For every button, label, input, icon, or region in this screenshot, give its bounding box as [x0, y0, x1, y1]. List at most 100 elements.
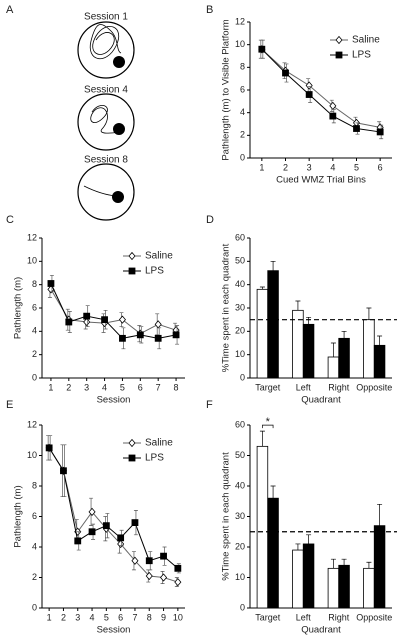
swim-path [83, 185, 117, 197]
y-tick-label: 4 [32, 326, 37, 336]
y-tick-label: 10 [27, 256, 37, 266]
y-tick-label: 60 [235, 419, 245, 429]
y-tick-label: 20 [235, 326, 245, 336]
y-tick-label: 0 [240, 602, 245, 612]
marker [45, 444, 53, 452]
y-tick-label: 30 [235, 511, 245, 521]
error-bar [270, 260, 276, 271]
bar [338, 337, 350, 379]
legend-marker [335, 35, 343, 45]
error-bar [366, 307, 372, 320]
x-tick-label: Right [328, 382, 350, 392]
x-axis-label: Quadrant [301, 395, 341, 406]
marker [136, 331, 144, 339]
panel-label: F [206, 399, 213, 411]
x-axis-label: Session [97, 395, 131, 406]
legend-label: Saline [352, 35, 380, 46]
panel-label: D [206, 214, 214, 226]
x-tick-label: 5 [354, 162, 359, 172]
error-bar [295, 300, 301, 311]
x-tick-label: 2 [66, 382, 71, 392]
error-bar [377, 335, 383, 346]
marker [65, 318, 73, 326]
marker [353, 125, 360, 132]
x-tick-label: Left [296, 612, 312, 622]
significance-bracket [262, 424, 274, 429]
marker [88, 528, 96, 536]
x-axis-label: Session [97, 625, 131, 636]
bar [363, 567, 375, 609]
y-tick-label: 6 [32, 511, 37, 521]
x-tick-label: 3 [75, 612, 80, 622]
pool [77, 163, 135, 221]
legend-label: Saline [145, 438, 173, 449]
platform [112, 191, 124, 203]
bar [267, 497, 279, 609]
y-tick-label: 0 [240, 152, 245, 162]
marker [88, 507, 96, 517]
bar [373, 344, 386, 379]
marker [154, 320, 162, 329]
y-tick-label: 6 [32, 302, 37, 312]
session-label: Session 1 [84, 12, 128, 23]
bar [267, 270, 279, 379]
error-bar [259, 286, 265, 290]
marker [172, 331, 180, 339]
error-bar [270, 485, 276, 499]
error-bar [330, 342, 336, 357]
y-tick-label: 10 [235, 572, 245, 582]
y-tick-label: 50 [235, 256, 245, 266]
x-tick-label: 5 [120, 382, 125, 392]
x-tick-label: 9 [161, 612, 166, 622]
x-axis-label: Quadrant [301, 625, 341, 636]
y-tick-label: 10 [235, 349, 245, 359]
marker [83, 317, 91, 327]
y-tick-label: 30 [235, 302, 245, 312]
x-tick-label: 8 [174, 382, 179, 392]
marker [160, 552, 167, 560]
marker [145, 557, 153, 565]
legend-marker [128, 267, 136, 275]
bar [292, 309, 304, 379]
marker [376, 128, 384, 136]
marker [174, 577, 182, 587]
x-tick-label: 7 [132, 612, 137, 622]
x-tick-label: 2 [283, 162, 288, 172]
y-tick-label: 2 [32, 572, 37, 582]
x-tick-label: Opposite [356, 382, 392, 392]
marker [305, 91, 313, 98]
session-label: Session 4 [84, 85, 128, 96]
y-axis-label: Pathlength (m) [13, 277, 24, 339]
x-tick-label: Opposite [356, 612, 392, 622]
x-axis-label: Cued WMZ Trial Bins [276, 175, 366, 186]
y-tick-label: 4 [240, 107, 245, 117]
x-tick-label: Target [255, 382, 281, 392]
y-tick-label: 8 [240, 62, 245, 72]
x-tick-label: 6 [118, 612, 123, 622]
error-bar [306, 316, 312, 325]
marker [154, 334, 162, 342]
series-line [261, 48, 381, 133]
x-tick-label: 4 [102, 382, 107, 392]
marker [131, 556, 139, 565]
x-tick-label: 4 [330, 162, 335, 172]
marker [282, 69, 289, 77]
legend-label: LPS [352, 50, 371, 61]
marker [258, 45, 266, 53]
x-tick-label: Target [255, 612, 281, 622]
marker [60, 467, 67, 475]
series-line [261, 48, 381, 128]
x-tick-label: 1 [47, 612, 52, 622]
y-tick-label: 0 [240, 372, 245, 382]
legend-label: Saline [145, 251, 173, 262]
marker [174, 564, 182, 572]
y-tick-label: 12 [27, 419, 37, 429]
marker [145, 571, 153, 581]
panel-label: E [6, 399, 13, 411]
marker [74, 537, 82, 545]
marker [160, 573, 168, 582]
y-tick-label: 40 [235, 480, 245, 490]
bar [373, 525, 386, 609]
bar [302, 323, 315, 379]
error-bar [377, 503, 383, 526]
